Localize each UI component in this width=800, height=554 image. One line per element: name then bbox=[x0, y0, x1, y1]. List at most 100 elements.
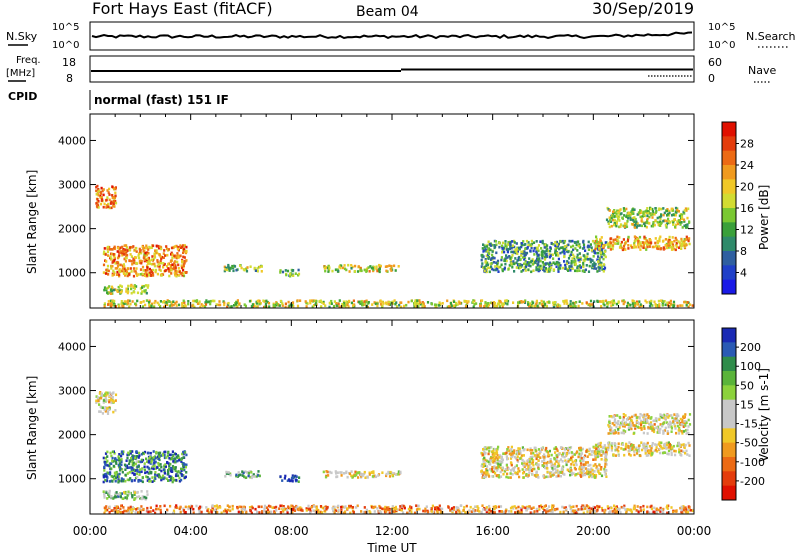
y-tick-label: 1000 bbox=[58, 267, 86, 280]
colorbar-segment bbox=[722, 193, 736, 209]
power-colorbar-label: Power [dB] bbox=[757, 185, 771, 250]
freq-unit-label: [MHz] bbox=[6, 68, 35, 79]
velocity-y-ticks: 1000 2000 3000 4000 bbox=[58, 340, 694, 486]
colorbar-segment bbox=[722, 150, 736, 166]
colorbar-segment bbox=[722, 428, 736, 444]
colorbar-segment bbox=[722, 471, 736, 487]
power-frame bbox=[89, 113, 695, 309]
colorbar-segment bbox=[722, 122, 736, 137]
freq-label: Freq. bbox=[16, 55, 41, 66]
velocity-plot bbox=[95, 391, 695, 515]
y-tick-label: 4000 bbox=[58, 134, 86, 147]
colorbar-segment bbox=[722, 442, 736, 458]
velocity-x-ticks bbox=[89, 320, 695, 514]
echo-region-night-lower bbox=[593, 441, 691, 458]
echo-region-mid-day-patch-2 bbox=[279, 474, 301, 483]
echo-region-mid-day-patch-3 bbox=[322, 470, 402, 479]
echo-region-night-lower bbox=[593, 235, 691, 252]
echo-region-early-high-echo bbox=[95, 184, 118, 210]
power-y-label: Slant Range [km] bbox=[25, 170, 39, 274]
colorbar-segment bbox=[722, 136, 736, 152]
colorbar-segment bbox=[722, 236, 736, 252]
noise-tick-bottom-right: 10^0 bbox=[708, 40, 735, 51]
nave-tick-top: 60 bbox=[708, 56, 722, 69]
x-tick-label: 00:00 bbox=[677, 524, 712, 538]
x-tick-label: 12:00 bbox=[375, 524, 410, 538]
colorbar-tick-label: -15 bbox=[740, 418, 758, 431]
colorbar-tick-label: 50 bbox=[740, 379, 754, 392]
colorbar-segment bbox=[722, 385, 736, 401]
colorbar-segment bbox=[722, 342, 736, 358]
x-tick-label: 20:00 bbox=[576, 524, 611, 538]
noise-tick-bottom: 10^0 bbox=[52, 40, 79, 51]
x-tick-label: 04:00 bbox=[173, 524, 208, 538]
colorbar-segment bbox=[722, 485, 736, 501]
colorbar-tick-label: 28 bbox=[740, 138, 754, 151]
colorbar-segment bbox=[722, 371, 736, 386]
nsearch-label: N.Search bbox=[746, 30, 796, 43]
echo-region-mid-day-patch-2 bbox=[279, 268, 301, 278]
x-axis-label: Time UT bbox=[366, 541, 417, 554]
colorbar-tick-label: 24 bbox=[740, 159, 754, 172]
y-tick-label: 2000 bbox=[58, 429, 86, 442]
power-plot bbox=[95, 184, 694, 309]
noise-trace bbox=[91, 31, 693, 40]
echo-region-low-morning bbox=[102, 489, 149, 501]
colorbar-segment bbox=[722, 165, 736, 180]
velocity-y-label: Slant Range [km] bbox=[25, 376, 39, 480]
velocity-panel: 1000 2000 3000 4000 Slant Range [km] 200 100… bbox=[25, 319, 771, 515]
echo-region-night-upper bbox=[605, 206, 691, 229]
x-tick-label: 08:00 bbox=[274, 524, 309, 538]
colorbar-tick-label: 20 bbox=[740, 181, 754, 194]
cpid-label: CPID bbox=[8, 90, 37, 103]
colorbar-segment bbox=[722, 279, 736, 295]
y-tick-label: 2000 bbox=[58, 223, 86, 236]
colorbar-tick-label: -50 bbox=[740, 437, 758, 450]
echo-region-early-high-echo bbox=[95, 391, 118, 415]
y-tick-label: 3000 bbox=[58, 179, 86, 192]
x-tick-label: 00:00 bbox=[73, 524, 108, 538]
power-y-ticks: 1000 2000 3000 4000 bbox=[58, 134, 694, 280]
echo-region-low-morning bbox=[103, 283, 150, 295]
colorbar-tick-label: 16 bbox=[740, 202, 754, 215]
y-tick-label: 3000 bbox=[58, 385, 86, 398]
colorbar-segment bbox=[722, 251, 736, 266]
colorbar-segment bbox=[722, 179, 736, 195]
colorbar-frame bbox=[721, 327, 737, 501]
colorbar-tick-label: 15 bbox=[740, 398, 754, 411]
echo-region-mid-day-patch-1 bbox=[223, 263, 263, 273]
noise-tick-top: 10^5 bbox=[52, 22, 79, 33]
velocity-frame bbox=[89, 319, 695, 515]
beam-label: Beam 04 bbox=[356, 4, 419, 20]
colorbar-segment bbox=[722, 457, 736, 472]
colorbar-segment bbox=[722, 399, 736, 415]
cpid-text: normal (fast) 151 IF bbox=[94, 93, 229, 107]
date-label: 30/Sep/2019 bbox=[592, 0, 694, 18]
colorbar-tick-label: 12 bbox=[740, 224, 754, 237]
colorbar-segment bbox=[722, 356, 736, 372]
echo-region-near-range-band bbox=[103, 504, 695, 515]
echo-region-morning-scatter bbox=[102, 244, 188, 278]
x-tick-label: 16:00 bbox=[475, 524, 510, 538]
colorbar-segment bbox=[722, 328, 736, 343]
freq-tick-top: 18 bbox=[62, 56, 76, 69]
noise-tick-top-right: 10^5 bbox=[708, 22, 735, 33]
colorbar-tick-label: 200 bbox=[740, 341, 761, 354]
freq-tick-bottom: 8 bbox=[66, 72, 73, 85]
power-colorbar: 4 8 12 16 20 24 28 bbox=[721, 121, 754, 295]
power-x-ticks bbox=[89, 114, 695, 308]
velocity-colorbar-label: Velocity [m s-1] bbox=[757, 368, 771, 462]
colorbar-tick-label: 8 bbox=[740, 245, 747, 258]
colorbar-segment bbox=[722, 265, 736, 281]
nsky-label: N.Sky bbox=[6, 30, 38, 43]
x-tick-labels: 00:00 04:00 08:00 12:00 16:00 20:00 00:00 bbox=[73, 524, 712, 538]
colorbar-tick-label: 4 bbox=[740, 267, 747, 280]
velocity-colorbar: 200 100 50 15 -15 -50 -100 -200 bbox=[721, 327, 765, 501]
echo-region-mid-day-patch-3 bbox=[323, 263, 400, 274]
echo-region-morning-scatter bbox=[102, 450, 188, 484]
colorbar-segment bbox=[722, 414, 736, 429]
colorbar-segment bbox=[722, 208, 736, 223]
colorbar-tick-label: 100 bbox=[740, 360, 761, 373]
nave-label: Nave bbox=[748, 64, 776, 77]
